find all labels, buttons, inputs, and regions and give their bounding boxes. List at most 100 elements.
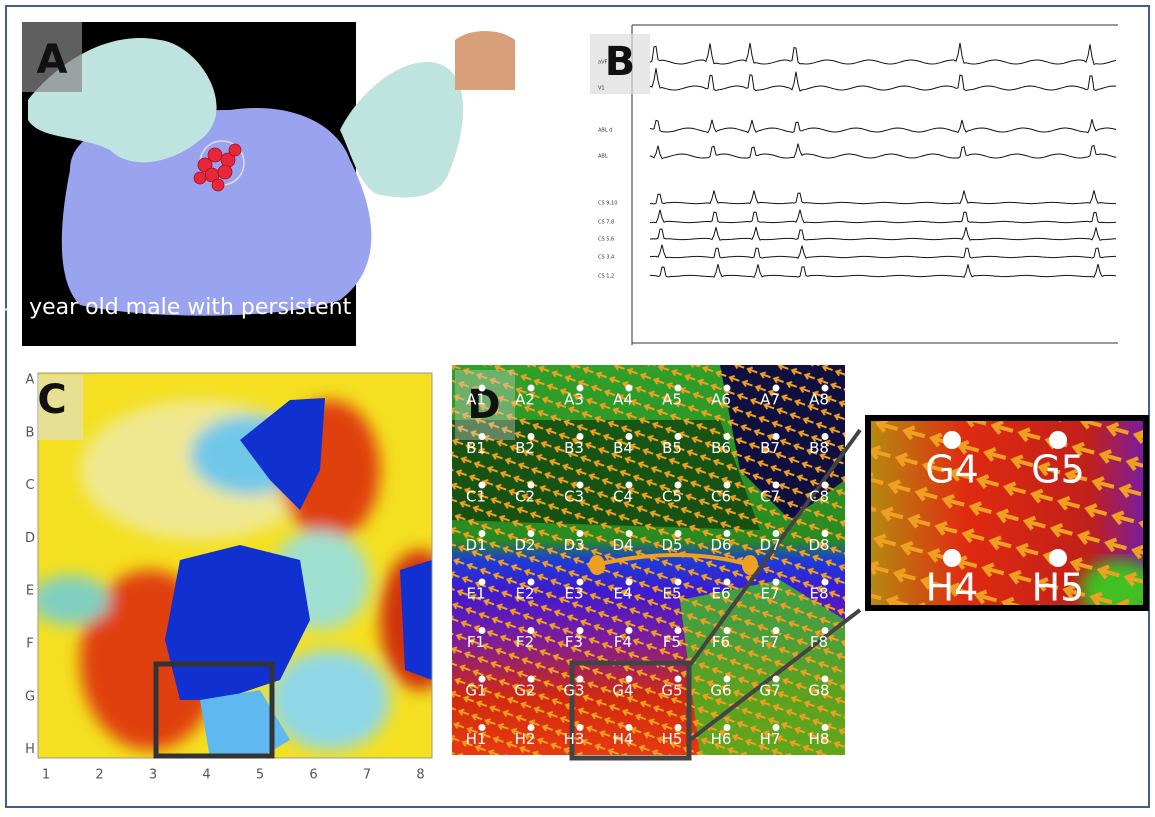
electrode-label: B5 <box>662 439 682 457</box>
electrode-label: B8 <box>809 439 829 457</box>
zoom-label: H4 <box>926 566 979 610</box>
column-label: 8 <box>416 768 424 783</box>
electrode-label: G1 <box>465 682 486 700</box>
electrode-label: H4 <box>613 730 634 748</box>
electrode-label: B3 <box>564 439 584 457</box>
electrode-label: F2 <box>516 633 534 651</box>
electrode-label: D4 <box>612 536 633 554</box>
column-label: 7 <box>363 768 371 783</box>
electrode-label: F7 <box>761 633 779 651</box>
row-label: B <box>26 425 35 440</box>
zoom-label: G5 <box>1031 448 1085 492</box>
electrode-label: F4 <box>614 633 632 651</box>
electrode <box>943 431 961 449</box>
electrode-label: A6 <box>711 391 731 409</box>
electrode-label: G7 <box>759 682 780 700</box>
electrode-label: H8 <box>809 730 830 748</box>
electrode-label: H7 <box>760 730 781 748</box>
electrode-label: A2 <box>515 391 535 409</box>
zoom-label: G4 <box>925 448 979 492</box>
electrode-label: C4 <box>613 488 633 506</box>
electrode-label: F5 <box>663 633 681 651</box>
electrode-label: C1 <box>466 488 486 506</box>
electrode-label: E4 <box>613 585 632 603</box>
electrode-label: G6 <box>710 682 731 700</box>
electrode-label: A1 <box>466 391 486 409</box>
electrode-label: D1 <box>465 536 486 554</box>
electrode-label: D7 <box>759 536 780 554</box>
electrode-label: F3 <box>565 633 583 651</box>
electrode-label: E7 <box>760 585 779 603</box>
electrode-label: E2 <box>515 585 534 603</box>
electrode <box>1049 549 1067 567</box>
trace-label: aVF <box>598 60 607 66</box>
electrode-label: A7 <box>760 391 780 409</box>
column-label: 4 <box>202 768 210 783</box>
electrode-label: A4 <box>613 391 633 409</box>
trace-label: CS 3,4 <box>598 255 614 261</box>
electrode-label: H3 <box>564 730 585 748</box>
trace-label: ABL <box>598 154 608 160</box>
electrode-label: D2 <box>514 536 535 554</box>
electrode-label: F8 <box>810 633 828 651</box>
trace-label: CS 1,2 <box>598 274 614 280</box>
electrode-label: E3 <box>564 585 583 603</box>
electrode-label: H6 <box>711 730 732 748</box>
trace-label: V1 <box>598 86 605 92</box>
electrode-label: D6 <box>710 536 731 554</box>
row-label: H <box>25 742 35 757</box>
electrode-label: C7 <box>760 488 780 506</box>
electrode-label: E1 <box>466 585 485 603</box>
caption: 49 year old male with persistent AF <box>0 295 386 320</box>
column-label: 2 <box>95 768 103 783</box>
trace-label: ABL d <box>598 128 612 134</box>
trace-label: CS 5,6 <box>598 237 614 243</box>
trace-label: CS 7,8 <box>598 220 614 226</box>
panel-label: A <box>37 37 68 83</box>
electrode <box>943 549 961 567</box>
electrode-label: C5 <box>662 488 682 506</box>
panel-label: C <box>37 377 66 423</box>
row-label: E <box>26 584 34 599</box>
trace-label: CS 9,10 <box>598 201 617 207</box>
figure: A 49 year old male with persistent AF B … <box>0 0 1155 813</box>
electrode-label: C3 <box>564 488 584 506</box>
electrode-label: G8 <box>808 682 829 700</box>
electrode-label: A8 <box>809 391 829 409</box>
column-label: 6 <box>309 768 317 783</box>
row-label: A <box>26 373 35 388</box>
electrode-label: A3 <box>564 391 584 409</box>
electrode-label: G2 <box>514 682 535 700</box>
electrode-label: F6 <box>712 633 730 651</box>
electrode-label: H1 <box>466 730 487 748</box>
electrode-label: C8 <box>809 488 829 506</box>
electrode-label: F1 <box>467 633 485 651</box>
row-label: D <box>25 531 35 546</box>
electrode-label: D5 <box>661 536 682 554</box>
electrode-label: B4 <box>613 439 633 457</box>
row-label: F <box>26 637 33 652</box>
electrode-label: G5 <box>661 682 682 700</box>
column-label: 1 <box>42 768 50 783</box>
electrode-label: G3 <box>563 682 584 700</box>
electrode-label: H5 <box>662 730 683 748</box>
row-label: G <box>25 689 35 704</box>
electrode-label: E6 <box>711 585 730 603</box>
zoom-label: H5 <box>1032 566 1085 610</box>
electrode <box>1049 431 1067 449</box>
panel-b: B aVF V1 ABL d ABL CS 9,10 CS 7,8 CS 5,6 CS 3,4… <box>590 22 1120 346</box>
electrode-label: E8 <box>809 585 828 603</box>
electrode-label: C2 <box>515 488 535 506</box>
electrode-label: B6 <box>711 439 731 457</box>
panel-label: B <box>605 39 636 85</box>
electrode-label: E5 <box>662 585 681 603</box>
electrode-label: G4 <box>612 682 633 700</box>
column-label: 3 <box>149 768 157 783</box>
electrode-label: B1 <box>466 439 486 457</box>
electrode-label: A5 <box>662 391 682 409</box>
row-label: C <box>25 478 34 493</box>
electrode-label: B7 <box>760 439 780 457</box>
column-label: 5 <box>256 768 264 783</box>
electrode-label: H2 <box>515 730 536 748</box>
